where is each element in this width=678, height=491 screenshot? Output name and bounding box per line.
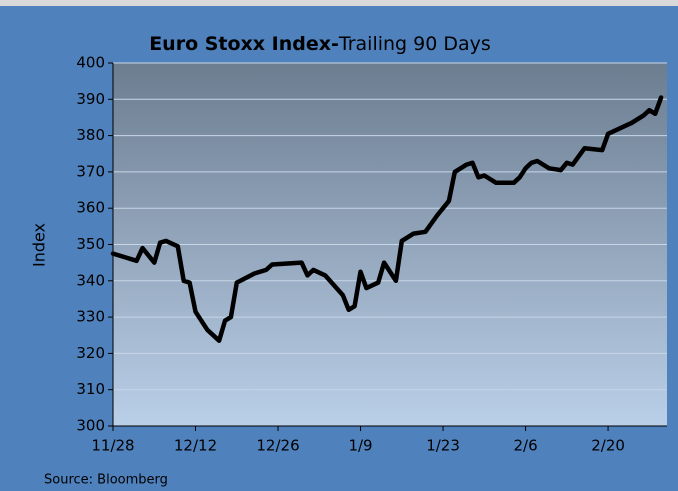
source: Source: Bloomberg: [44, 473, 168, 488]
top-strip: [0, 0, 678, 6]
x-tick-label: 1/9: [348, 437, 372, 455]
y-tick-label: 320: [76, 344, 105, 362]
x-tick-label: 1/23: [426, 437, 460, 455]
x-tick-label: 12/12: [174, 437, 217, 455]
y-tick-label: 400: [76, 54, 105, 72]
x-tick-label: 11/28: [91, 437, 134, 455]
y-tick-label: 380: [76, 126, 105, 144]
y-tick-label: 370: [76, 162, 105, 180]
x-tick-label: 2/20: [591, 437, 625, 455]
x-tick-label: 2/6: [513, 437, 537, 455]
y-tick-label: 390: [76, 90, 105, 108]
y-axis-label: Index: [30, 223, 49, 267]
title-bold: Euro Stoxx Index-: [149, 33, 339, 55]
y-tick-label: 310: [76, 380, 105, 398]
y-tick-label: 340: [76, 271, 105, 289]
y-tick-label: 350: [76, 235, 105, 253]
x-tick-label: 12/26: [256, 437, 299, 455]
y-tick-label: 330: [76, 308, 105, 326]
y-tick-label: 300: [76, 417, 105, 435]
title-rest: Trailing 90 Days: [338, 33, 491, 55]
chart-title: Euro Stoxx Index-Trailing 90 Days: [149, 33, 491, 55]
data-line: [110, 95, 664, 343]
y-tick-label: 360: [76, 199, 105, 217]
